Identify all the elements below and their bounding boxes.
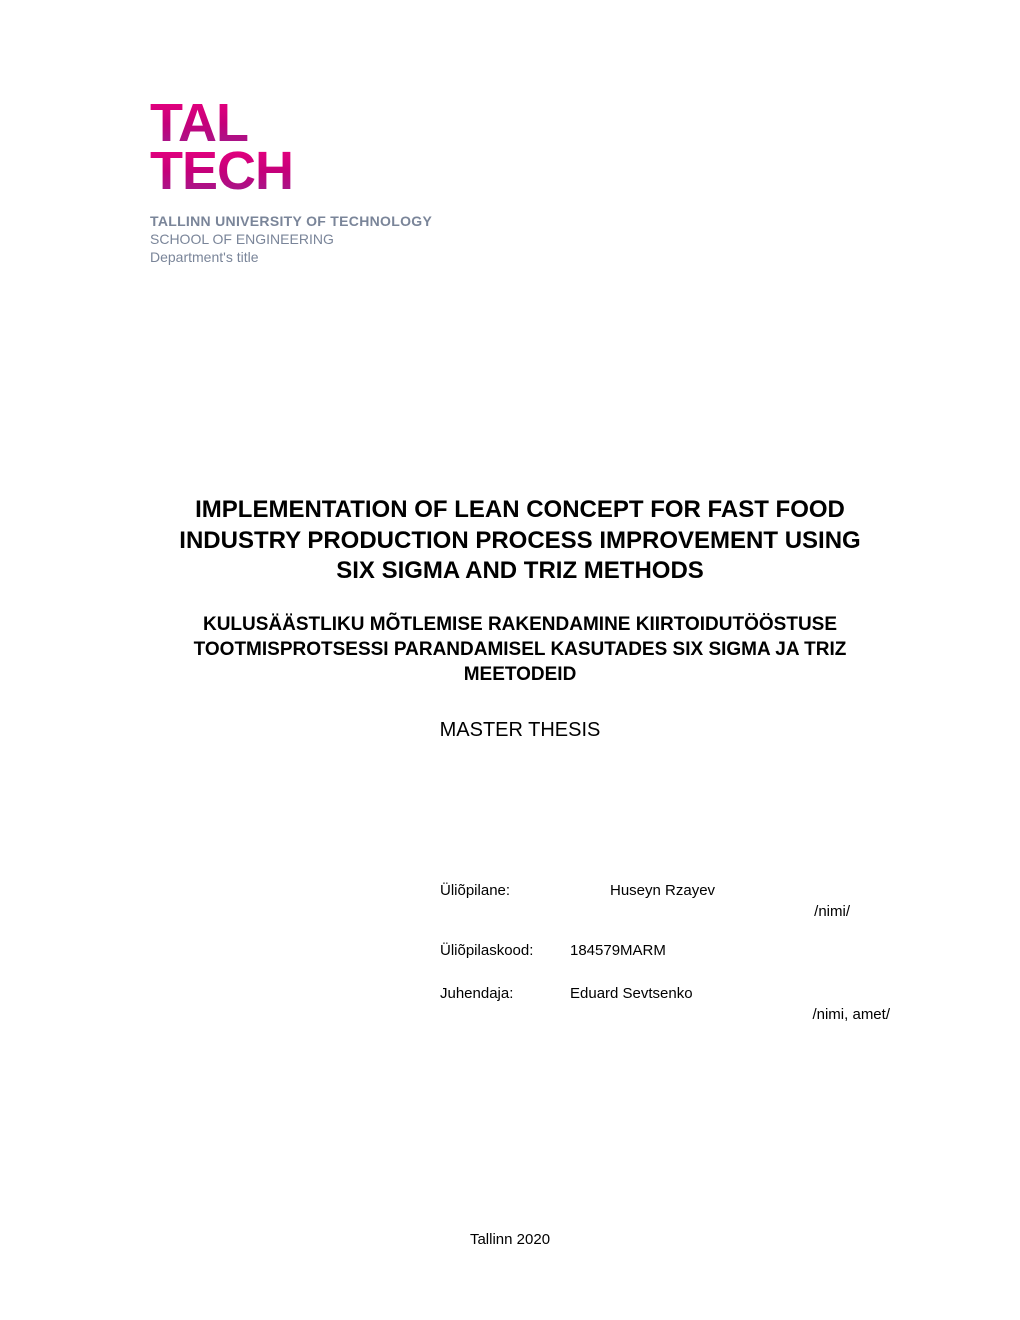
title-english: IMPLEMENTATION OF LEAN CONCEPT FOR FAST … — [150, 495, 890, 587]
school-name: SCHOOL OF ENGINEERING — [150, 231, 890, 247]
title-estonian: KULUSÄÄSTLIKU MÕTLEMISE RAKENDAMINE KIIR… — [150, 613, 890, 687]
institution-name: TALLINN UNIVERSITY OF TECHNOLOGY — [150, 213, 890, 229]
logo-line-2: TECH — [150, 148, 890, 196]
student-sub: /nimi/ — [440, 903, 890, 920]
supervisor-name: Eduard Sevtsenko — [570, 985, 890, 1002]
supervisor-row: Juhendaja: Eduard Sevtsenko — [440, 985, 890, 1002]
department-name: Department's title — [150, 249, 890, 265]
code-row: Üliõpilaskood: 184579MARM — [440, 942, 890, 959]
student-label: Üliõpilane: — [440, 882, 570, 899]
details-block: Üliõpilane: Huseyn Rzayev /nimi/ Üliõpil… — [440, 882, 890, 1023]
student-row: Üliõpilane: Huseyn Rzayev — [440, 882, 890, 899]
footer-location-year: Tallinn 2020 — [0, 1231, 1020, 1248]
logo: TAL TECH — [150, 100, 890, 195]
thesis-type: MASTER THESIS — [150, 719, 890, 742]
code-label: Üliõpilaskood: — [440, 942, 570, 959]
code-value: 184579MARM — [570, 942, 890, 959]
supervisor-sub: /nimi, amet/ — [440, 1006, 890, 1023]
supervisor-label: Juhendaja: — [440, 985, 570, 1002]
student-name: Huseyn Rzayev — [570, 882, 890, 899]
